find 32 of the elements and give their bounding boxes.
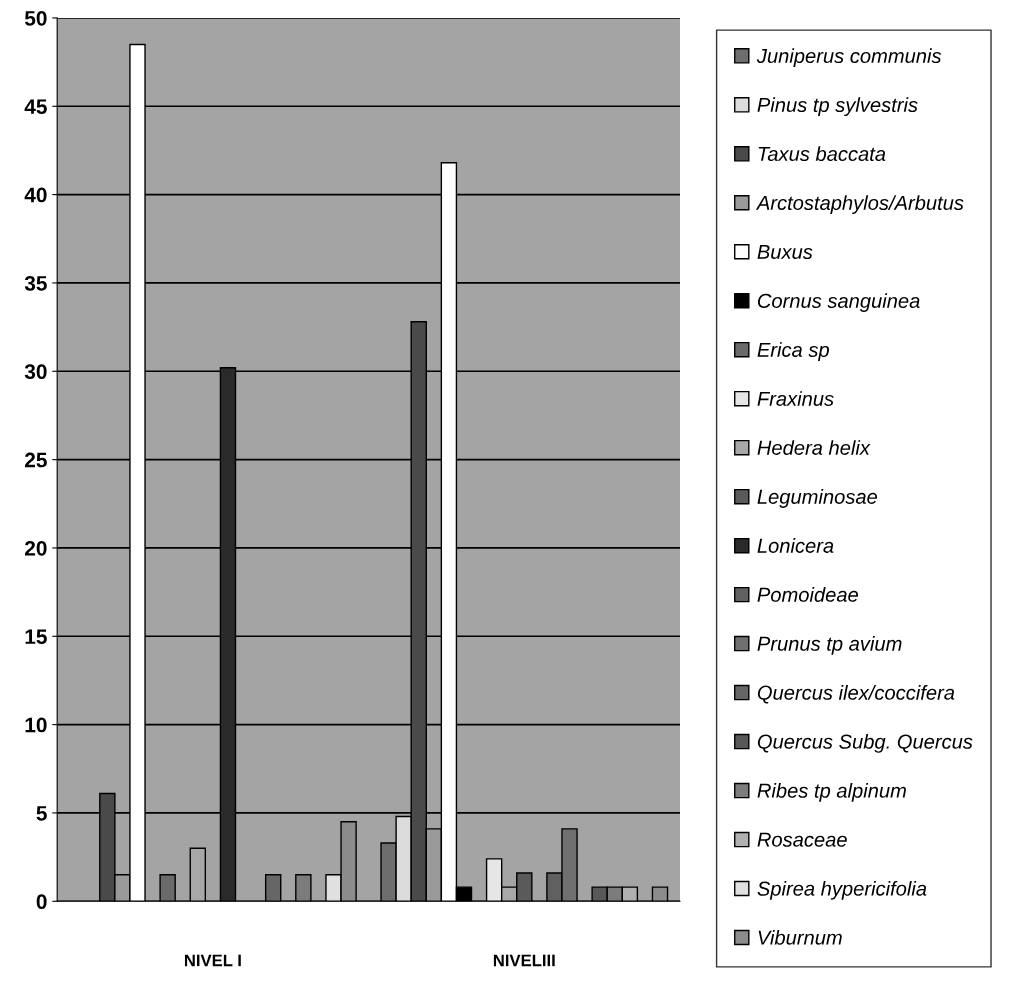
y-tick-label: 50 (24, 10, 47, 26)
y-tick-label: 25 (25, 452, 47, 468)
y-tick-label: 0 (36, 894, 47, 910)
legend-label: Cornus sanguinea (757, 293, 920, 312)
legend-label: Fraxinus (757, 391, 834, 406)
legend-label: Quercus Subg. Quercus (757, 734, 973, 753)
legend-label: Pomoideae (757, 587, 859, 602)
y-tick-label: 30 (24, 364, 47, 380)
legend-label: Arctostaphylos/Arbutus (755, 195, 964, 214)
legend-label: Prunus tp avium (757, 636, 902, 655)
x-tick-label: NIVEL I (184, 954, 241, 967)
legend-label: Spirea hypericifolia (757, 880, 927, 900)
y-tick-label: 10 (25, 717, 47, 733)
y-tick-label: 15 (25, 629, 47, 645)
legend-label: Juniperus communis (756, 48, 942, 68)
legend-label: Viburnum (758, 929, 842, 945)
y-tick-label: 20 (25, 540, 47, 556)
legend-label: Hedera helix (757, 440, 871, 455)
y-tick-label: 40 (24, 187, 47, 203)
legend-label: Quercus ilex/coccifera (757, 685, 955, 704)
legend-label: Taxus baccata (758, 146, 886, 162)
legend-label: Ribes tp alpinum (757, 783, 906, 802)
legend-label: Pinus tp sylvestris (757, 97, 918, 117)
x-tick-label: NIVELIII (493, 954, 555, 967)
legend-label: Lonicera (757, 538, 834, 553)
legend-label: Buxus (757, 244, 813, 259)
y-tick-label: 35 (24, 275, 47, 291)
y-tick-label: 45 (24, 99, 47, 115)
y-tick-label: 5 (36, 806, 47, 821)
legend-label: Erica sp (757, 342, 829, 361)
legend-label: Leguminosae (757, 489, 878, 508)
legend-label: Rosaceae (757, 832, 847, 847)
